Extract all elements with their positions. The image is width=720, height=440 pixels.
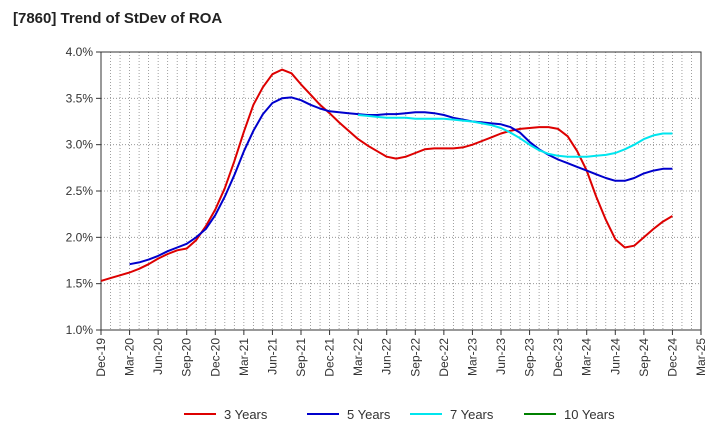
legend-label-5-years: 5 Years xyxy=(347,407,391,422)
x-tick-label: Mar-20 xyxy=(123,338,137,376)
x-tick-label: Mar-22 xyxy=(351,338,365,376)
x-tick-label: Dec-21 xyxy=(323,338,337,377)
x-tick-label: Mar-25 xyxy=(694,338,708,376)
x-tick-label: Dec-23 xyxy=(551,338,565,377)
y-tick-label: 1.5% xyxy=(66,277,94,291)
legend-label-10-years: 10 Years xyxy=(564,407,615,422)
x-tick-label: Sep-21 xyxy=(294,338,308,377)
x-tick-label: Jun-22 xyxy=(380,338,394,375)
x-tick-label: Dec-20 xyxy=(208,338,222,377)
x-tick-label: Dec-19 xyxy=(94,338,108,377)
x-tick-label: Mar-24 xyxy=(580,338,594,376)
plot-frame xyxy=(100,51,702,331)
series-line-5-years xyxy=(129,96,673,266)
x-tick-label: Sep-23 xyxy=(523,338,537,377)
x-tick-label: Dec-22 xyxy=(437,338,451,377)
x-tick-label: Mar-23 xyxy=(465,338,479,376)
series-line-3-years xyxy=(100,68,673,282)
legend-label-3-years: 3 Years xyxy=(224,407,268,422)
x-tick-label: Sep-24 xyxy=(637,338,651,377)
x-tick-label: Dec-24 xyxy=(665,338,679,377)
x-tick-label: Jun-20 xyxy=(151,338,165,375)
x-tick-label: Jun-24 xyxy=(608,338,622,375)
x-tick-label: Jun-21 xyxy=(265,338,279,375)
series-line-7-years xyxy=(358,114,673,158)
y-tick-label: 2.5% xyxy=(66,184,94,198)
y-tick-label: 3.0% xyxy=(66,138,94,152)
x-tick-label: Sep-22 xyxy=(408,338,422,377)
y-tick-label: 1.0% xyxy=(66,323,94,337)
x-tick-label: Jun-23 xyxy=(494,338,508,375)
y-tick-label: 3.5% xyxy=(66,91,94,105)
x-tick-label: Mar-21 xyxy=(237,338,251,376)
y-tick-label: 2.0% xyxy=(66,230,94,244)
y-tick-label: 4.0% xyxy=(66,45,94,59)
legend-label-7-years: 7 Years xyxy=(450,407,494,422)
chart-title: [7860] Trend of StDev of ROA xyxy=(13,10,223,27)
x-tick-label: Sep-20 xyxy=(180,338,194,377)
